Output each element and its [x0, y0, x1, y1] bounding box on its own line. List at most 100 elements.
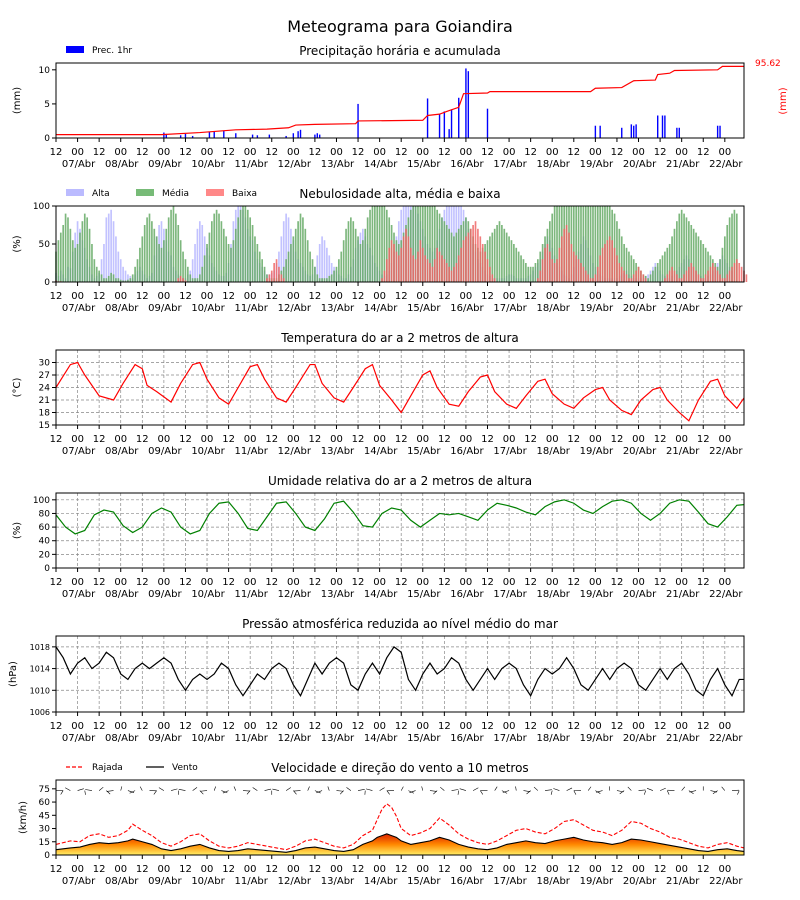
cloud-bar-media	[115, 278, 117, 282]
wind-day-label: 16/Abr	[450, 876, 484, 887]
humidity-xtick-label: 00	[158, 577, 171, 588]
cloud-bar-baixa	[733, 263, 736, 282]
cloud-bar-media	[501, 225, 503, 282]
wind-xtick-label: 12	[179, 864, 192, 875]
cloud-bar-baixa	[716, 270, 719, 282]
wind-direction-arrow	[689, 790, 697, 793]
cloud-bar-baixa	[388, 247, 391, 282]
humidity-day-label: 21/Abr	[666, 589, 700, 600]
cloud-bar-baixa	[707, 270, 709, 282]
precip-xtick-label: 12	[352, 147, 365, 158]
cloud-bar-media	[503, 228, 506, 282]
clouds-xtick-label: 12	[654, 291, 667, 302]
wind-direction-arrow	[421, 786, 424, 791]
cloud-bar-baixa	[671, 266, 673, 282]
cloud-bar-media	[575, 206, 578, 282]
cloud-bar-media	[191, 278, 194, 282]
cloud-bar-baixa	[570, 244, 573, 282]
humidity-day-label: 18/Abr	[537, 589, 571, 600]
wind-direction-arrow	[272, 788, 280, 791]
clouds-day-label: 09/Abr	[148, 303, 182, 314]
pressure-day-label: 15/Abr	[407, 733, 441, 744]
wind-direction-arrow	[120, 786, 123, 791]
precip-accum-label: 95.62	[755, 59, 781, 69]
temp-xtick-label: 12	[567, 434, 580, 445]
temp-ylabel: (°C)	[12, 378, 23, 398]
clouds-xtick-label: 12	[93, 291, 106, 302]
cloud-bar-media	[131, 274, 134, 282]
temp-day-label: 09/Abr	[148, 446, 182, 457]
cloud-bar-baixa	[424, 255, 427, 282]
cloud-bar-media	[232, 240, 235, 282]
wind-day-label: 08/Abr	[105, 876, 139, 887]
humidity-xtick-label: 00	[416, 577, 429, 588]
wind-xtick-label: 12	[481, 864, 494, 875]
humidity-ytick-label: 100	[33, 496, 50, 506]
cloud-bar-baixa	[443, 259, 446, 282]
cloud-bar-media	[649, 274, 652, 282]
precip-bar	[635, 124, 637, 138]
precip-xtick-label: 00	[201, 147, 214, 158]
temp-xtick-label: 00	[718, 434, 731, 445]
cloud-bar-baixa	[632, 274, 635, 282]
cloud-bar-baixa	[637, 266, 640, 282]
humidity-day-label: 17/Abr	[493, 589, 527, 600]
cloud-bar-baixa	[623, 270, 625, 282]
pressure-ytick-label: 1010	[30, 686, 50, 695]
legend-swatch-media	[136, 189, 154, 196]
cloud-bar-baixa	[460, 247, 462, 282]
cloud-bar-baixa	[738, 263, 741, 282]
cloud-bar-baixa	[625, 274, 628, 282]
wind-direction-arrow	[307, 786, 310, 791]
temp-day-label: 08/Abr	[105, 446, 139, 457]
legend-label-vento: Vento	[172, 763, 198, 773]
temp-xtick-label: 00	[373, 434, 386, 445]
cloud-bar-media	[424, 206, 427, 282]
cloud-bar-baixa	[577, 259, 580, 282]
cloud-bar-baixa	[489, 266, 491, 282]
cloud-bar-baixa	[419, 240, 422, 282]
clouds-xtick-label: 00	[416, 291, 429, 302]
cloud-bar-media	[225, 236, 228, 282]
wind-xtick-label: 00	[373, 864, 386, 875]
cloud-bar-baixa	[721, 278, 724, 282]
cloud-bar-media	[184, 259, 187, 282]
cloud-bar-media	[165, 228, 168, 282]
wind-direction-arrow	[659, 787, 666, 791]
cloud-bar-alta	[328, 255, 331, 282]
cloud-bar-baixa	[690, 263, 693, 282]
clouds-xtick-label: 12	[179, 291, 192, 302]
cloud-bar-media	[493, 228, 496, 282]
pressure-xtick-label: 00	[675, 721, 688, 732]
temp-ytick-label: 30	[39, 359, 51, 369]
wind-xtick-label: 00	[244, 864, 257, 875]
cloud-bar-baixa	[601, 247, 604, 282]
precip-ytick-label: 0	[44, 134, 50, 144]
cloud-bar-baixa	[421, 247, 424, 282]
cloud-bar-baixa	[457, 255, 460, 282]
clouds-xtick-label: 00	[503, 291, 516, 302]
humidity-day-label: 15/Abr	[407, 589, 441, 600]
humidity-ytick-label: 20	[39, 550, 51, 560]
cloud-bar-media	[369, 209, 371, 282]
cloud-bar-baixa	[462, 240, 465, 282]
cloud-bar-baixa	[688, 266, 690, 282]
wind-xtick-label: 12	[395, 864, 408, 875]
wind-direction-arrow	[681, 786, 686, 791]
wind-panel: Velocidade e direção do vento a 10 metro…	[18, 761, 745, 887]
pressure-xtick-label: 00	[114, 721, 127, 732]
temp-day-label: 17/Abr	[493, 446, 527, 457]
cloud-bar-media	[112, 274, 115, 282]
temp-xtick-label: 00	[158, 434, 171, 445]
temp-ytick-label: 18	[39, 409, 51, 419]
cloud-bar-media	[335, 266, 338, 282]
cloud-bar-media	[704, 247, 707, 282]
humidity-xtick-label: 12	[567, 577, 580, 588]
cloud-bar-media	[148, 213, 151, 282]
cloud-bar-media	[98, 270, 100, 282]
precip-xtick-label: 00	[287, 147, 300, 158]
clouds-xtick-label: 12	[697, 291, 710, 302]
wind-direction-arrow	[327, 786, 330, 791]
clouds-xtick-label: 00	[546, 291, 559, 302]
